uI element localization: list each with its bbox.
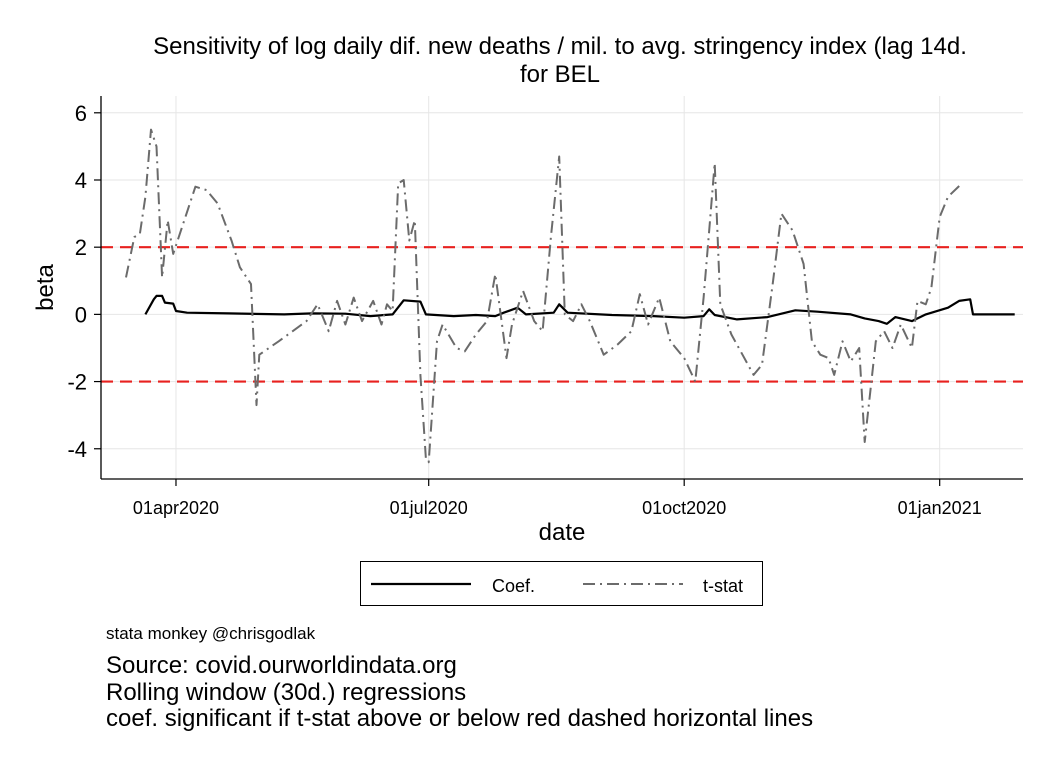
tstat-series-line — [125, 128, 963, 464]
y-tick-label: 4 — [75, 168, 87, 193]
chart-legend: Coef. t-stat — [360, 561, 763, 606]
legend-swatch-tstat — [583, 583, 683, 585]
x-tick-label: 01oct2020 — [642, 498, 726, 518]
y-tick-label: 0 — [75, 302, 87, 327]
y-tick-label: -2 — [67, 370, 87, 395]
y-axis-label: beta — [32, 263, 59, 310]
legend-swatch-coef — [371, 582, 471, 586]
series-lines — [125, 128, 1015, 464]
coef-series-line — [144, 294, 1015, 325]
x-tick-label: 01apr2020 — [133, 498, 219, 518]
axes: 6 4 2 0 -2 -4 01apr2020 01jul2020 01oct2020 01jan… — [32, 96, 1023, 546]
y-tick-label: 6 — [75, 101, 87, 126]
source-note: Source: covid.ourworldindata.org — [106, 652, 457, 679]
x-tick-label: 01jul2020 — [390, 498, 468, 518]
gridlines — [101, 96, 1023, 479]
legend-label-coef: Coef. — [492, 576, 536, 596]
y-tick-label: 2 — [75, 235, 87, 260]
significance-note: coef. significant if t-stat above or bel… — [106, 705, 814, 732]
y-tick-label: -4 — [67, 437, 87, 462]
chart-title-line2: for BEL — [519, 61, 601, 88]
legend-label-tstat: t-stat — [703, 576, 744, 596]
x-axis-label: date — [539, 519, 586, 546]
x-tick-label: 01jan2021 — [898, 498, 982, 518]
method-note: Rolling window (30d.) regressions — [106, 679, 467, 706]
chart-title-line1: Sensitivity of log daily dif. new deaths… — [153, 33, 967, 60]
credit-note: stata monkey @chrisgodlak — [106, 624, 316, 643]
